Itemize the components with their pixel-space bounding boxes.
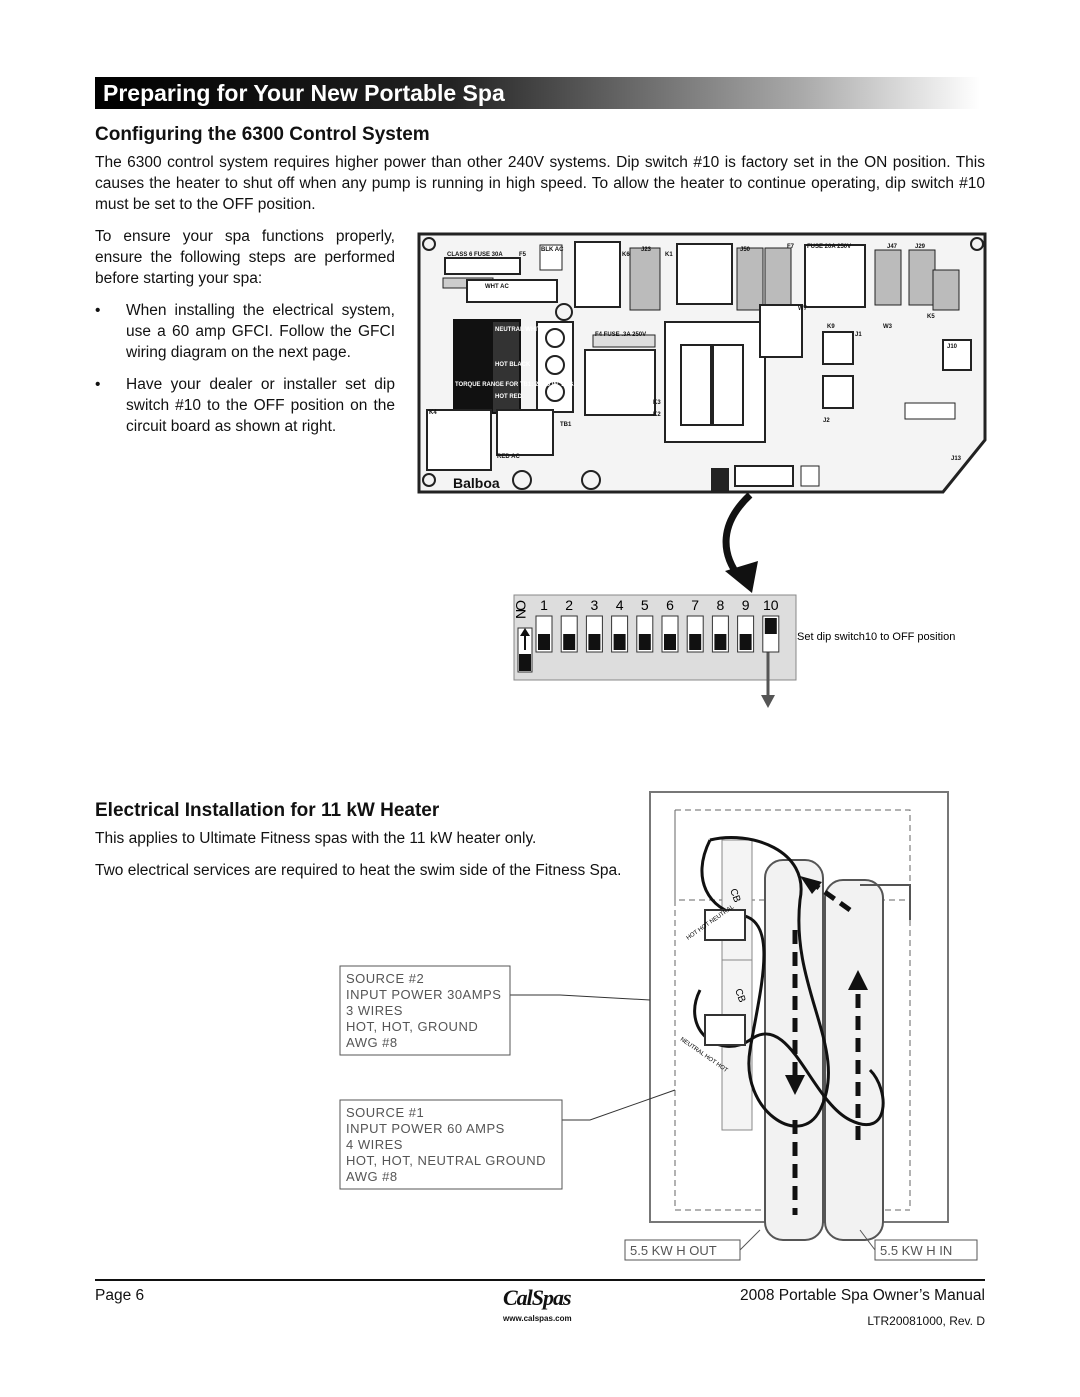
board-label: W7 — [798, 306, 808, 312]
board-label: K3 — [653, 400, 661, 406]
board-label: J29 — [915, 244, 926, 250]
breaker-label: CB — [732, 987, 747, 1004]
breaker-label: CB — [727, 887, 742, 904]
dip-number: 1 — [540, 597, 548, 613]
board-label: J13 — [951, 456, 962, 462]
source-line: 3 WIRES — [346, 1003, 403, 1018]
switch-knob — [538, 634, 550, 650]
source-line: 4 WIRES — [346, 1137, 403, 1152]
banner: Preparing for Your New Portable Spa — [95, 77, 980, 109]
bullet: When installing the electrical system, u… — [95, 300, 395, 363]
board-label: RED AC — [497, 454, 520, 460]
board-label: W3 — [883, 324, 893, 330]
board-label: BLK AC — [541, 247, 564, 253]
bullet-list: When installing the electrical system, u… — [95, 300, 395, 448]
dip-switch: ON 1 2 3 4 5 6 7 8 9 10 Set dip switch10 to OFF pos… — [513, 594, 955, 708]
dip-number: 5 — [641, 597, 649, 613]
dip-note: Set dip switch10 to OFF position — [797, 631, 955, 643]
switch-knob — [739, 634, 752, 650]
switch-knob — [638, 634, 651, 650]
arrow — [722, 493, 758, 593]
board-label: J2 — [823, 418, 830, 424]
paragraph: Two electrical services are required to … — [95, 862, 622, 879]
manual-title: 2008 Portable Spa Owner’s Manual — [740, 1287, 985, 1304]
board-label: J50 — [740, 247, 751, 253]
paragraph: The 6300 control system requires higher … — [95, 154, 985, 213]
source-line: SOURCE #2 — [346, 971, 424, 986]
logo: CalSpas — [503, 1285, 572, 1310]
banner-title: Preparing for Your New Portable Spa — [103, 80, 505, 106]
board-label: Balboa — [453, 475, 500, 491]
switch-knob — [588, 634, 601, 650]
doc-number: LTR20081000, Rev. D — [867, 1314, 985, 1328]
switch-knob — [613, 634, 626, 650]
dip-number: 10 — [763, 597, 779, 613]
board-label: K5 — [927, 314, 935, 320]
board-label: K1 — [665, 252, 673, 258]
board-label: J10 — [947, 344, 958, 350]
switch-knob — [689, 634, 702, 650]
board-label: K2 — [653, 412, 661, 418]
dip-number: 7 — [691, 597, 699, 613]
heater-label: 5.5 KW H IN — [880, 1243, 952, 1258]
source-line: INPUT POWER 60 AMPS — [346, 1121, 505, 1136]
board-label: J23 — [641, 247, 652, 253]
dip-number: 2 — [565, 597, 573, 613]
board-label: TB1 — [560, 422, 572, 428]
dip-on-label: ON — [513, 600, 529, 618]
intro: To ensure your spa functions properly, e… — [95, 228, 395, 287]
footer-rule — [95, 1279, 985, 1281]
dip-number: 8 — [717, 597, 725, 613]
source-line: AWG #8 — [346, 1169, 398, 1184]
source-line: AWG #8 — [346, 1035, 398, 1050]
dip-number: 9 — [742, 597, 750, 613]
dip-number: 4 — [616, 597, 624, 613]
dip-number: 3 — [591, 597, 599, 613]
board-label: CLASS 6 FUSE 30A — [447, 252, 503, 258]
board-label: TORQUE RANGE FOR TB1: 27-30 IN. LBS. — [455, 382, 575, 388]
switch-knob — [764, 618, 777, 634]
section-heading: Electrical Installation for 11 kW Heater — [95, 800, 440, 821]
board-label: J1 — [855, 332, 862, 338]
board-label: F4 FUSE .3A 250V — [595, 332, 646, 338]
section-heading: Configuring the 6300 Control System — [95, 124, 430, 145]
dip-number: 6 — [666, 597, 674, 613]
board-label: NEUTRAL WHITE — [495, 327, 545, 333]
board-label: WHT AC — [485, 284, 509, 290]
switch-knob — [664, 634, 676, 650]
board-label: K6 — [622, 252, 630, 258]
switch-knob — [714, 634, 727, 650]
circuit-board: CLASS 6 FUSE 30A F5 K6 J23 K1 J50 F7 FUSE 20A 2… — [417, 232, 987, 494]
board-label: J47 — [887, 244, 898, 250]
board-label: F5 — [519, 252, 527, 258]
page-number: Page 6 — [95, 1287, 145, 1304]
board-label: F7 — [787, 244, 795, 250]
logo-url: www.calspas.com — [503, 1314, 572, 1323]
source-line: HOT, HOT, NEUTRAL GROUND — [346, 1153, 546, 1168]
heater-label: 5.5 KW H OUT — [630, 1243, 717, 1258]
board-label: K4 — [429, 410, 437, 416]
board-label: HOT RED — [495, 394, 523, 400]
bullet: Have your dealer or installer set dip sw… — [95, 374, 395, 437]
board-label: FUSE 20A 250V — [807, 244, 851, 250]
source-line: SOURCE #1 — [346, 1105, 424, 1120]
source-line: HOT, HOT, GROUND — [346, 1019, 478, 1034]
board-label: HOT BLACK — [495, 362, 531, 368]
source-line: INPUT POWER 30AMPS — [346, 987, 501, 1002]
board-label: K9 — [827, 324, 835, 330]
paragraph: This applies to Ultimate Fitness spas wi… — [95, 830, 537, 847]
switch-knob — [563, 634, 576, 650]
